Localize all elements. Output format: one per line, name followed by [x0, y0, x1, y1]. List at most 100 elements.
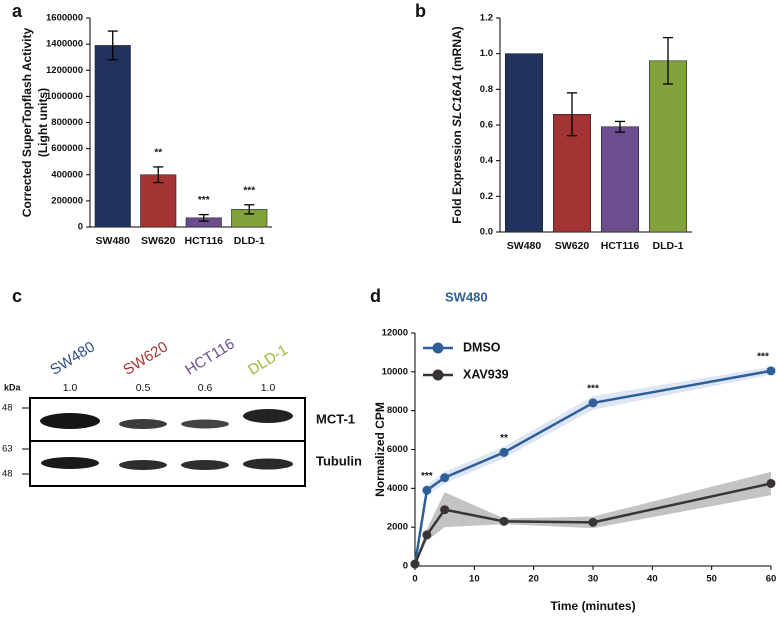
legend-label: XAV939	[463, 367, 509, 381]
band	[119, 419, 167, 429]
lane-quant: 1.0	[261, 382, 276, 394]
point	[440, 473, 450, 483]
significance: **	[500, 433, 508, 444]
y-tick-label: 1.0	[480, 48, 493, 59]
panel-letter: d	[370, 286, 381, 306]
x-tick-label: SW620	[555, 240, 590, 252]
x-tick-label: 40	[647, 574, 658, 585]
legend-marker	[432, 342, 444, 354]
y-tick-label: 0.0	[480, 227, 493, 238]
x-tick-label: HCT116	[601, 240, 640, 252]
line	[413, 482, 772, 565]
y-tick-label: 0.8	[480, 84, 493, 95]
y-tick-label: 1600000	[46, 13, 83, 24]
legend-label: DMSO	[463, 340, 501, 354]
point	[422, 485, 432, 495]
lane-label: HCT116	[182, 335, 237, 378]
y-axis-label: Normalized CPM	[373, 402, 387, 497]
y-tick-label: 0.2	[480, 191, 493, 202]
panel-letter: a	[12, 1, 23, 21]
band	[181, 419, 229, 429]
unit-label: kDa	[4, 382, 22, 392]
point	[410, 559, 420, 569]
y-tick-label: 0	[78, 222, 83, 233]
lane-label: DLD-1	[245, 341, 291, 378]
bar	[504, 53, 544, 233]
y-axis-label-part: Fold Expression	[450, 127, 464, 224]
y-tick-label: 1.2	[480, 13, 493, 24]
x-tick-label: 30	[588, 574, 599, 585]
x-tick-label: 20	[528, 574, 539, 585]
significance: **	[154, 148, 162, 159]
y-tick-label: 0.6	[480, 120, 493, 131]
x-axis-label: Time (minutes)	[550, 599, 635, 613]
x-tick-label: DLD-1	[653, 240, 684, 252]
point	[588, 517, 598, 527]
legend-marker	[432, 369, 444, 381]
significance: ***	[198, 195, 210, 206]
significance: ***	[243, 185, 255, 196]
y-tick-label: 1400000	[46, 39, 83, 50]
y-tick-label: 6000	[387, 444, 408, 455]
y-tick-label: 0.4	[480, 155, 494, 166]
lane-quant: 1.0	[63, 382, 78, 394]
y-tick-label: 1200000	[46, 65, 83, 76]
significance: ***	[757, 352, 769, 363]
significance: ***	[421, 471, 433, 482]
band-label: Tubulin	[316, 453, 362, 468]
blot	[22, 397, 306, 487]
lane-label: SW620	[120, 338, 171, 378]
point	[422, 530, 432, 540]
point	[499, 516, 509, 526]
band	[41, 457, 99, 469]
x-tick-label: SW620	[141, 235, 176, 247]
y-tick-label: 12000	[382, 328, 408, 339]
point	[588, 398, 598, 408]
y-axis-label: Fold Expression SLC16A1 (mRNA)	[450, 26, 464, 223]
point	[499, 447, 509, 457]
y-tick-label: 200000	[51, 195, 83, 206]
x-tick-label: 60	[766, 574, 777, 585]
point	[766, 478, 776, 488]
y-axis-label: Corrected SuperTopflash Activity (Light u…	[20, 27, 50, 217]
point	[440, 505, 450, 515]
y-tick-label: 4000	[387, 483, 408, 494]
marker-label: 63	[2, 444, 13, 455]
y-tick-label: 0	[403, 561, 408, 572]
y-tick-label: 400000	[51, 169, 83, 180]
error-band	[415, 366, 771, 566]
chart-title: SW480	[445, 289, 488, 304]
y-axis-label-part: Corrected SuperTopflash Activity	[20, 27, 34, 217]
bar	[94, 45, 131, 228]
y-tick-label: 10000	[382, 366, 408, 377]
x-tick-label: HCT116	[184, 235, 223, 247]
lane-quant: 0.6	[198, 382, 213, 394]
y-axis-label-part: SLC16A1	[450, 74, 464, 127]
x-tick-label: 0	[412, 574, 417, 585]
y-tick-label: 800000	[51, 117, 83, 128]
y-tick-label: 2000	[387, 522, 408, 533]
y-axis-label-part: (Light units)	[36, 88, 50, 157]
y-tick-label: 1000000	[46, 91, 83, 102]
x-tick-label: DLD-1	[234, 235, 265, 247]
x-tick-label: SW480	[507, 240, 542, 252]
lane-quant: 0.5	[136, 382, 151, 394]
x-tick-label: 50	[706, 574, 717, 585]
band	[243, 458, 293, 470]
band	[181, 460, 229, 470]
band-label: MCT-1	[316, 411, 355, 426]
band	[119, 460, 167, 470]
significance: ***	[587, 384, 599, 395]
lane-label: SW480	[47, 338, 98, 378]
panel-letter: c	[12, 286, 22, 306]
y-axis-label-part: (mRNA)	[450, 26, 464, 74]
line	[413, 369, 772, 565]
x-tick-label: 10	[469, 574, 480, 585]
band	[40, 413, 100, 429]
x-tick-label: SW480	[96, 235, 131, 247]
marker-label: 48	[2, 403, 13, 414]
point	[766, 366, 776, 376]
panel-letter: b	[415, 1, 426, 21]
